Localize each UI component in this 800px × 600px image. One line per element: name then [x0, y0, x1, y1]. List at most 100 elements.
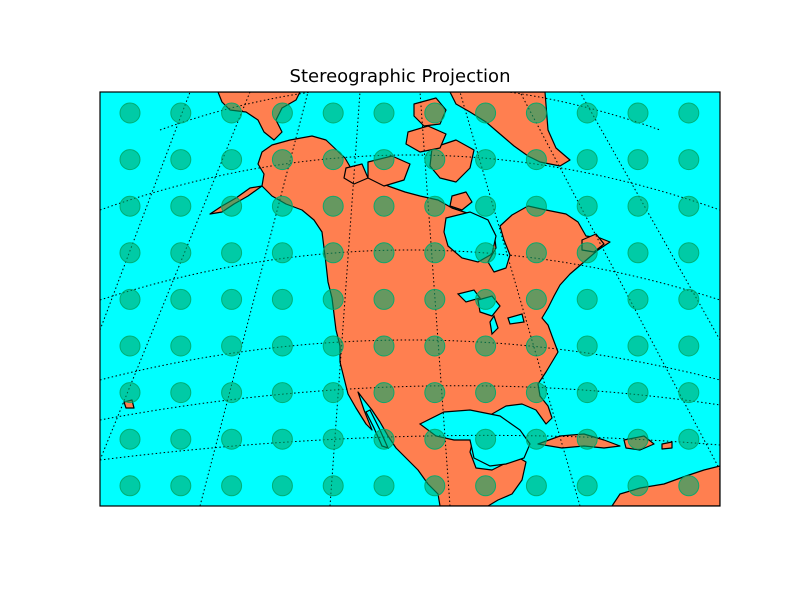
circle-marker [627, 335, 649, 357]
circle-marker [627, 382, 649, 404]
circle-marker [119, 475, 141, 497]
circle-marker [525, 428, 547, 450]
circle-marker [424, 428, 446, 450]
circle-marker [424, 195, 446, 217]
circle-marker [271, 195, 293, 217]
lake-erie [507, 313, 525, 325]
circle-marker [271, 428, 293, 450]
circle-marker [322, 242, 344, 264]
circle-marker [373, 102, 395, 124]
circle-marker [322, 335, 344, 357]
circle-marker [322, 149, 344, 171]
circle-marker [119, 242, 141, 264]
meridian-line [519, 92, 720, 471]
circle-marker [525, 382, 547, 404]
circle-marker [627, 149, 649, 171]
circle-marker [576, 102, 598, 124]
parallel-line [100, 154, 720, 211]
circle-marker [221, 382, 243, 404]
circle-marker [271, 335, 293, 357]
circle-marker [627, 102, 649, 124]
circle-marker [322, 102, 344, 124]
circle-marker [373, 382, 395, 404]
meridian-line [579, 92, 720, 341]
circle-marker [373, 288, 395, 310]
circle-marker [170, 335, 192, 357]
circle-marker [424, 382, 446, 404]
circle-marker [475, 102, 497, 124]
circle-marker [373, 242, 395, 264]
circle-marker [170, 428, 192, 450]
circle-marker [221, 102, 243, 124]
circle-marker [678, 288, 700, 310]
circle-marker [678, 242, 700, 264]
circle-marker [678, 149, 700, 171]
circle-marker [170, 242, 192, 264]
circle-marker [271, 475, 293, 497]
circle-marker [525, 195, 547, 217]
circle-marker [221, 242, 243, 264]
circle-marker [170, 195, 192, 217]
circle-marker [424, 102, 446, 124]
circle-marker [221, 288, 243, 310]
circle-marker [424, 335, 446, 357]
circle-marker [373, 335, 395, 357]
gulf-of-mexico [418, 409, 531, 467]
circle-marker [475, 195, 497, 217]
circle-marker [424, 475, 446, 497]
circle-marker [271, 149, 293, 171]
circle-marker [322, 428, 344, 450]
circle-marker [475, 288, 497, 310]
circle-marker [576, 335, 598, 357]
circle-marker [525, 102, 547, 124]
circle-marker [678, 102, 700, 124]
meridian-line [100, 92, 191, 331]
circle-marker [475, 242, 497, 264]
circle-marker [678, 428, 700, 450]
circle-marker [475, 382, 497, 404]
circle-marker [119, 102, 141, 124]
lake-michigan [489, 314, 499, 336]
circle-marker [576, 475, 598, 497]
circle-marker [373, 428, 395, 450]
circle-marker [576, 242, 598, 264]
southampton-island [449, 191, 473, 211]
circle-marker [119, 288, 141, 310]
circle-marker [373, 475, 395, 497]
banks-island [343, 163, 369, 185]
circle-marker [678, 382, 700, 404]
circle-marker [322, 475, 344, 497]
circle-marker [271, 382, 293, 404]
circle-marker [627, 475, 649, 497]
circle-marker [424, 242, 446, 264]
parallel-line [100, 339, 720, 381]
circle-marker [525, 242, 547, 264]
circle-marker [271, 102, 293, 124]
circle-marker [170, 102, 192, 124]
circle-marker [627, 428, 649, 450]
circle-marker [373, 195, 395, 217]
circle-marker [322, 195, 344, 217]
circle-marker [119, 428, 141, 450]
circle-marker [475, 335, 497, 357]
circle-marker [322, 288, 344, 310]
circle-marker [525, 475, 547, 497]
circle-marker [119, 149, 141, 171]
circle-marker [475, 475, 497, 497]
circle-marker [119, 195, 141, 217]
circle-marker [525, 149, 547, 171]
circle-marker [271, 242, 293, 264]
circle-marker [576, 382, 598, 404]
circle-marker [525, 335, 547, 357]
circle-marker [475, 149, 497, 171]
circle-marker [170, 382, 192, 404]
circle-marker [627, 242, 649, 264]
circle-marker [475, 428, 497, 450]
circle-marker [221, 149, 243, 171]
marker-grid [119, 102, 700, 497]
circle-marker [221, 195, 243, 217]
circle-marker [576, 149, 598, 171]
puerto-rico [661, 441, 673, 450]
circle-marker [170, 149, 192, 171]
